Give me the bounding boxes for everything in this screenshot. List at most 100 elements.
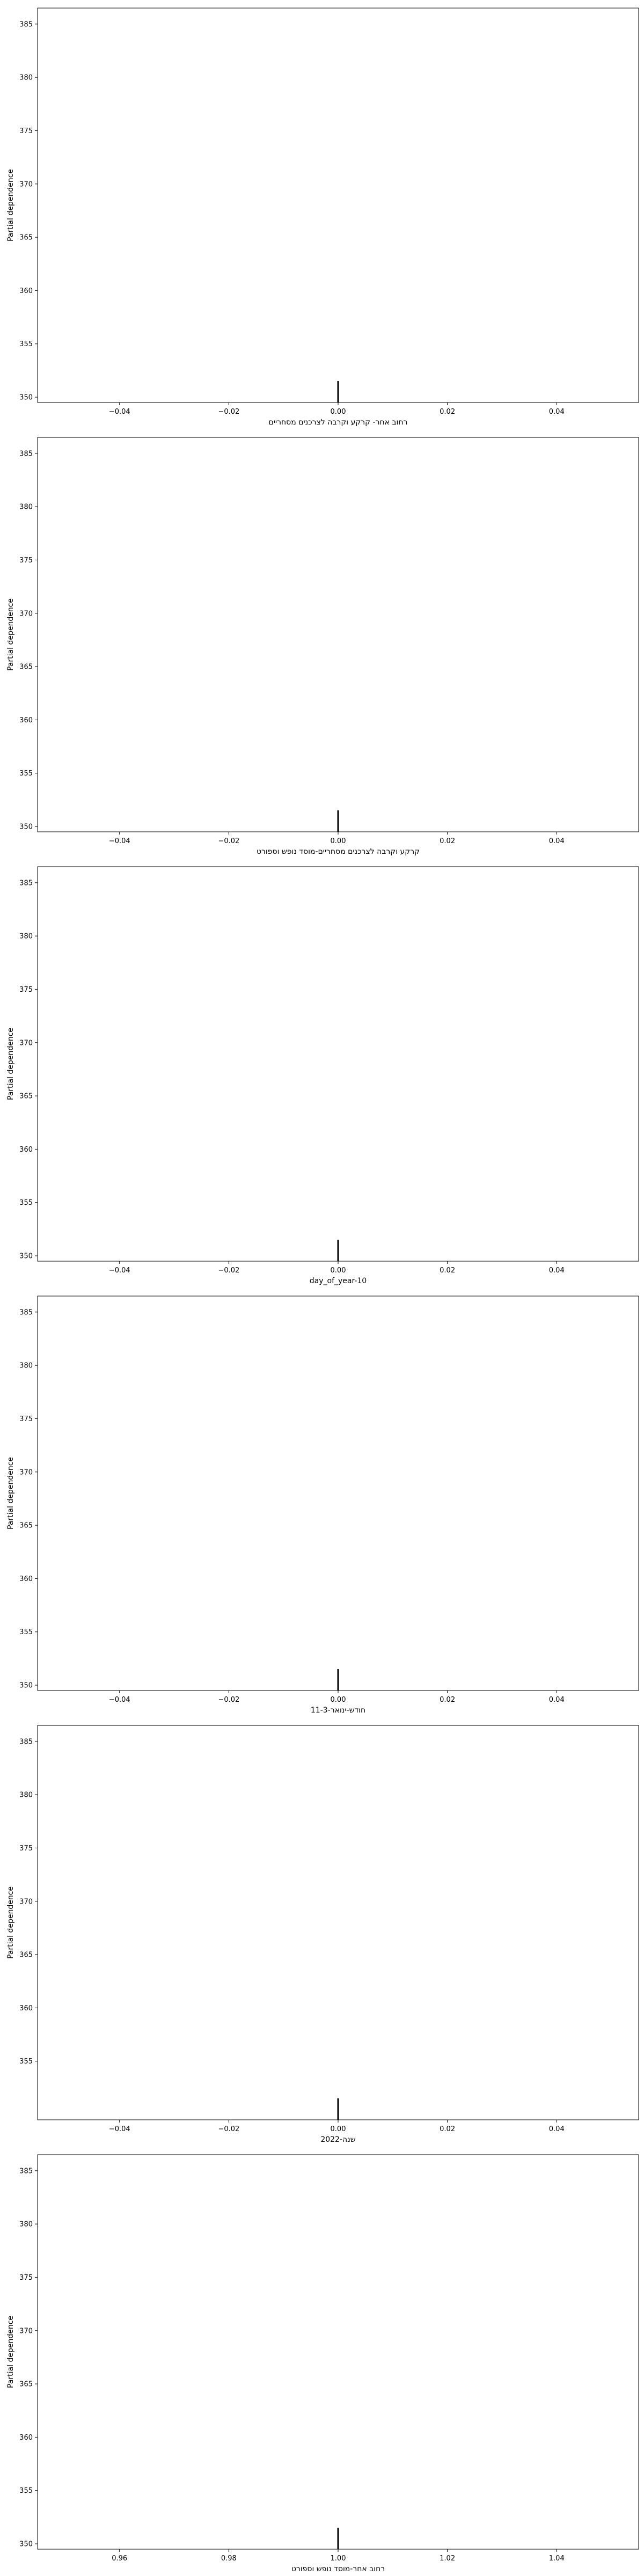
x-tick-label: 0.04: [549, 1267, 565, 1275]
y-tick-label: 360: [19, 1146, 33, 1154]
x-tick-label: 0.00: [331, 1267, 346, 1275]
axes-frame: [37, 866, 639, 1262]
y-tick-label: 350: [19, 1682, 33, 1690]
y-tick-label: 355: [19, 2058, 33, 2066]
y-tick-label: 375: [19, 1415, 33, 1423]
y-tick-label: 385: [19, 20, 33, 28]
y-tick-label: 365: [19, 1522, 33, 1530]
y-tick-label: 385: [19, 1738, 33, 1746]
x-tick-label: 1.04: [549, 2555, 565, 2563]
x-tick-label: 0.04: [549, 408, 565, 416]
y-tick-label: 350: [19, 394, 33, 402]
y-axis-label: Partial dependence: [6, 1886, 15, 1959]
x-tick-label: 0.02: [440, 837, 455, 845]
y-tick-label: 355: [19, 340, 33, 348]
x-tick-label: −0.02: [218, 837, 239, 845]
y-tick-label: 355: [19, 1628, 33, 1636]
y-axis-label: Partial dependence: [6, 1457, 15, 1529]
y-tick-label: 355: [19, 770, 33, 778]
y-tick-label: 350: [19, 2541, 33, 2549]
x-axis-label: חודש-ינואר-11-3: [311, 1706, 365, 1715]
chart-panel-6: 350 355 360 365 370 375 380 385 0.96 0.98 1.00 1.02…: [6, 2154, 639, 2573]
x-axis-label: קרקע וקרבה לצרכנים מסחריים-מוסד נופש וספ…: [257, 847, 420, 856]
y-tick-label: 385: [19, 879, 33, 887]
y-tick-label: 370: [19, 610, 33, 618]
y-tick-label: 360: [19, 287, 33, 295]
y-tick-label: 355: [19, 1199, 33, 1207]
x-tick-label: 0.00: [331, 2125, 346, 2133]
y-tick-label: 370: [19, 2327, 33, 2335]
y-axis-label: Partial dependence: [6, 2316, 15, 2388]
x-tick-label: −0.04: [109, 2125, 130, 2133]
y-tick-label: 370: [19, 180, 33, 188]
y-axis-label: Partial dependence: [6, 1028, 15, 1100]
y-tick-label: 370: [19, 1898, 33, 1906]
y-axis-label: Partial dependence: [6, 598, 15, 671]
y-tick-label: 375: [19, 2274, 33, 2282]
y-tick-label: 375: [19, 557, 33, 565]
y-tick-label: 375: [19, 1845, 33, 1853]
y-tick-label: 385: [19, 1308, 33, 1316]
chart-panel-2: 350 355 360 365 370 375 380 385 −0.04 −0.02 0.00 0.…: [6, 437, 639, 856]
y-tick-label: 370: [19, 1039, 33, 1047]
x-tick-label: −0.02: [218, 2125, 239, 2133]
chart-panel-4: 350 355 360 365 370 375 380 385 −0.04 −0.02 0.00 0.…: [6, 1296, 639, 1715]
x-tick-label: −0.04: [109, 408, 130, 416]
y-tick-label: 380: [19, 2221, 33, 2229]
axes-frame: [37, 1725, 639, 2120]
chart-panel-5: 355 360 365 370 375 380 385 −0.04 −0.02 0.00 0.02 0…: [6, 1725, 639, 2144]
axes-frame: [37, 1296, 639, 1691]
y-tick-label: 385: [19, 2167, 33, 2175]
y-axis-label: Partial dependence: [6, 169, 15, 241]
x-tick-label: −0.04: [109, 1696, 130, 1704]
y-tick-label: 380: [19, 503, 33, 511]
y-tick-label: 360: [19, 1575, 33, 1583]
x-axis-label: רחוב אחר-מוסד נופש וספורט: [291, 2565, 385, 2573]
y-tick-label: 365: [19, 234, 33, 242]
y-tick-label: 360: [19, 2434, 33, 2442]
y-tick-label: 360: [19, 2004, 33, 2012]
axes-frame: [37, 2154, 639, 2550]
y-tick-label: 350: [19, 823, 33, 831]
chart-panel-1: 350 355 360 365 370 375 380 385 −0.04 −0.02 0.00 0.…: [6, 8, 639, 427]
x-tick-label: 1.00: [331, 2555, 346, 2563]
y-tick-label: 380: [19, 1791, 33, 1799]
y-tick-label: 370: [19, 1468, 33, 1476]
chart-panel-3: 350 355 360 365 370 375 380 385 −0.04 −0.02 0.00 0.…: [6, 866, 639, 1285]
y-tick-label: 380: [19, 933, 33, 941]
x-tick-label: −0.04: [109, 1267, 130, 1275]
x-tick-label: 1.02: [440, 2555, 455, 2563]
x-tick-label: −0.02: [218, 408, 239, 416]
x-tick-label: −0.02: [218, 1696, 239, 1704]
y-tick-label: 375: [19, 127, 33, 135]
axes-frame: [37, 8, 639, 403]
y-tick-label: 365: [19, 663, 33, 671]
y-tick-label: 380: [19, 74, 33, 82]
x-axis-label: day_of_year-10: [310, 1277, 367, 1285]
x-tick-label: −0.02: [218, 1267, 239, 1275]
x-tick-label: 0.04: [549, 837, 565, 845]
y-tick-label: 365: [19, 2381, 33, 2389]
x-tick-label: −0.04: [109, 837, 130, 845]
x-tick-label: 0.02: [440, 1267, 455, 1275]
y-tick-label: 375: [19, 986, 33, 994]
y-tick-label: 385: [19, 450, 33, 458]
x-tick-label: 0.02: [440, 2125, 455, 2133]
x-tick-label: 0.96: [112, 2555, 127, 2563]
y-tick-label: 360: [19, 716, 33, 724]
x-axis-label: שנה-2022: [320, 2135, 355, 2144]
x-axis-label: רחוב אחר- קרקע וקרבה לצרכנים מסחריים: [269, 418, 408, 427]
y-tick-label: 350: [19, 1253, 33, 1261]
y-tick-label: 355: [19, 2487, 33, 2495]
x-tick-label: 0.02: [440, 1696, 455, 1704]
axes-frame: [37, 437, 639, 832]
x-tick-label: 0.98: [221, 2555, 237, 2563]
x-tick-label: 0.02: [440, 408, 455, 416]
x-tick-label: 0.00: [331, 408, 346, 416]
x-tick-label: 0.04: [549, 1696, 565, 1704]
y-tick-label: 365: [19, 1093, 33, 1101]
x-tick-label: 0.04: [549, 2125, 565, 2133]
x-tick-label: 0.00: [331, 1696, 346, 1704]
y-tick-label: 380: [19, 1362, 33, 1370]
